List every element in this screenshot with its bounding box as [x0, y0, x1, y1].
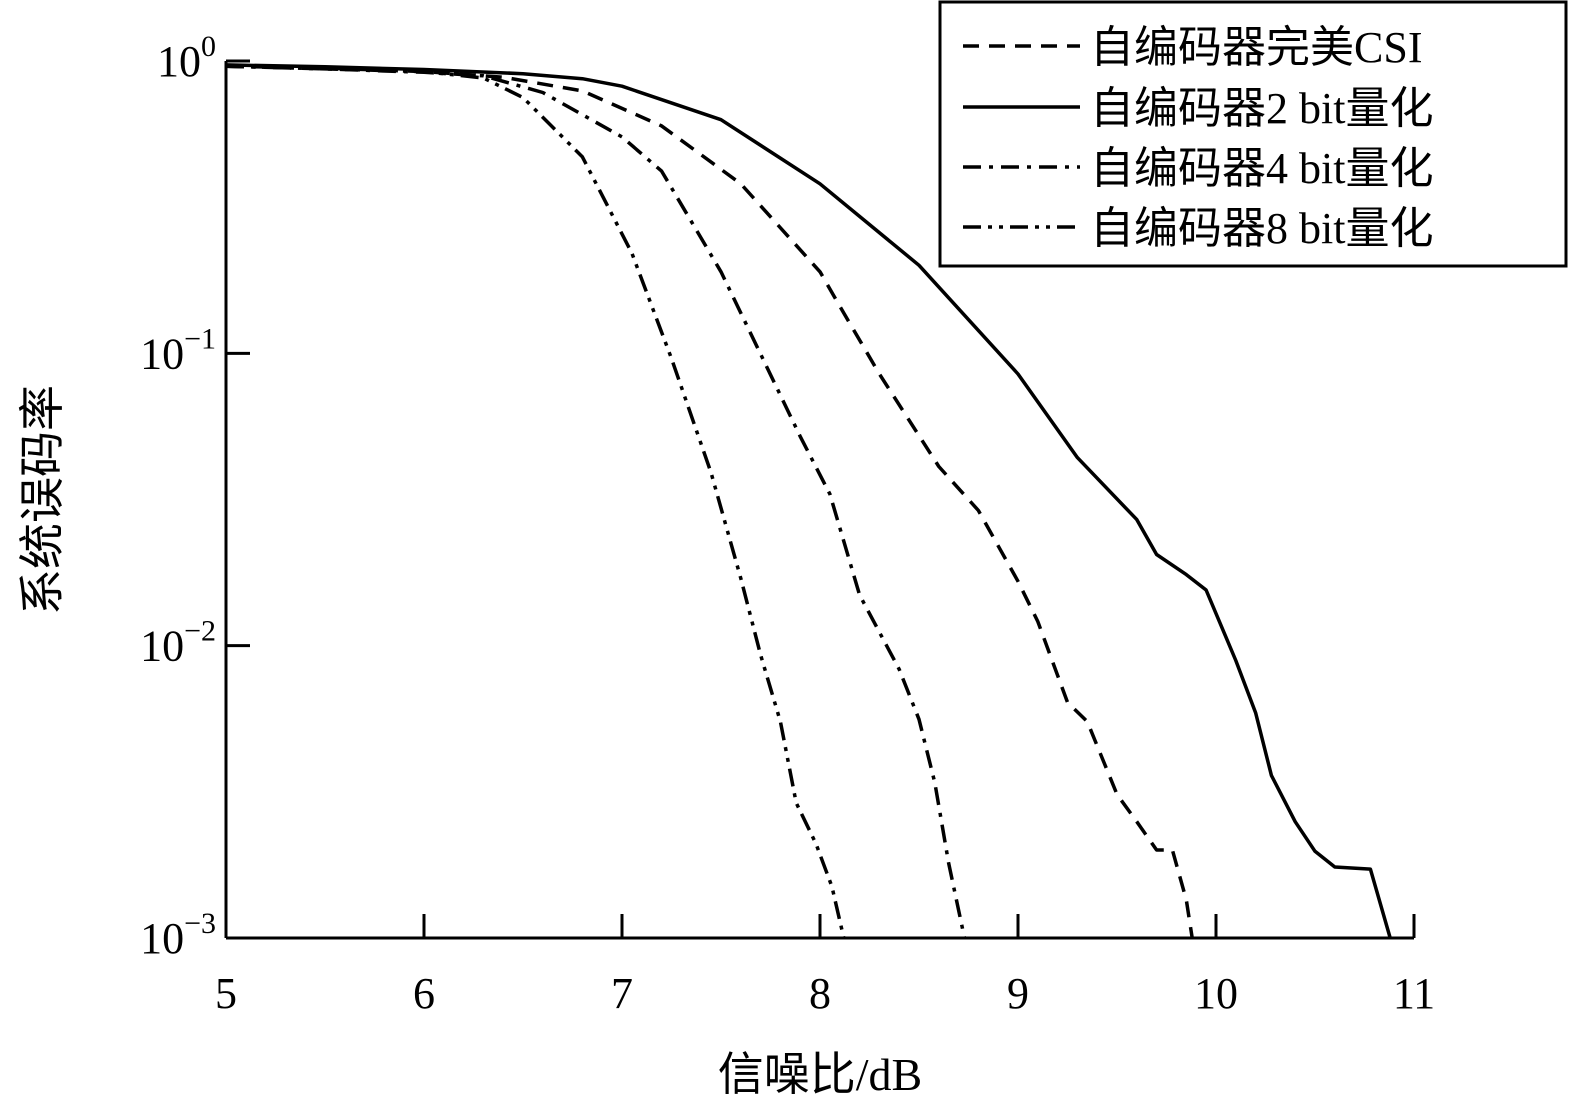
y-tick-label: 10−3 [140, 907, 216, 963]
y-axis-ticks: 100 10−1 10−2 10−3 [140, 30, 250, 963]
x-axis-title: 信噪比/dB [718, 1049, 922, 1100]
legend-label-4: 自编码器8 bit量化 [1090, 204, 1433, 253]
x-tick-label: 7 [611, 969, 633, 1018]
series-layer [225, 63, 1392, 939]
x-axis-ticks: 5 6 7 8 9 10 11 [215, 914, 1435, 1018]
x-tick-label: 6 [413, 969, 435, 1018]
x-tick-label: 5 [215, 969, 237, 1018]
x-tick-label: 9 [1007, 969, 1029, 1018]
x-tick-label: 11 [1393, 969, 1435, 1018]
legend-label-1: 自编码器完美CSI [1090, 23, 1422, 72]
series-line-3 [225, 64, 967, 939]
legend-label-3: 自编码器4 bit量化 [1090, 144, 1433, 193]
series-line-4 [225, 64, 846, 939]
x-tick-label: 8 [809, 969, 831, 1018]
series-line-2 [225, 63, 1392, 939]
legend-label-2: 自编码器2 bit量化 [1090, 84, 1433, 133]
y-tick-label: 10−1 [140, 322, 216, 378]
y-axis-title: 系统误码率 [17, 385, 68, 615]
y-tick-label: 100 [157, 30, 216, 86]
series-line-1 [225, 64, 1194, 939]
y-tick-label: 10−2 [140, 615, 216, 671]
x-tick-label: 10 [1194, 969, 1238, 1018]
